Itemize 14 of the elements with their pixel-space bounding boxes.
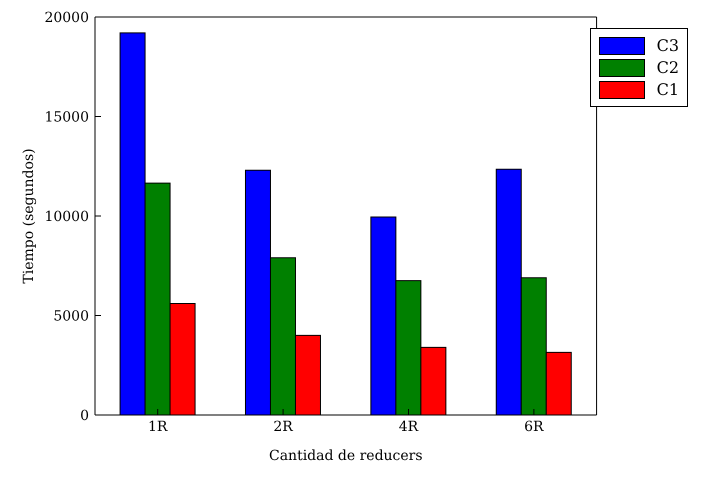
legend-label: C3 — [656, 36, 679, 55]
x-tick-label: 2R — [273, 418, 294, 435]
x-axis-title: Cantidad de reducers — [269, 448, 423, 464]
y-tick-label: 0 — [80, 408, 89, 424]
y-tick-label: 10000 — [44, 208, 89, 225]
y-tick-label: 15000 — [44, 109, 89, 126]
y-tick-label: 5000 — [53, 308, 89, 324]
legend-label: C2 — [656, 58, 679, 77]
x-tick-label: 4R — [398, 418, 419, 435]
legend-label: C1 — [656, 80, 679, 99]
y-axis-title: Tiempo (segundos) — [20, 148, 37, 284]
y-tick-label: 20000 — [44, 10, 89, 26]
x-tick-label: 1R — [148, 418, 168, 435]
x-tick-label: 6R — [524, 418, 544, 435]
